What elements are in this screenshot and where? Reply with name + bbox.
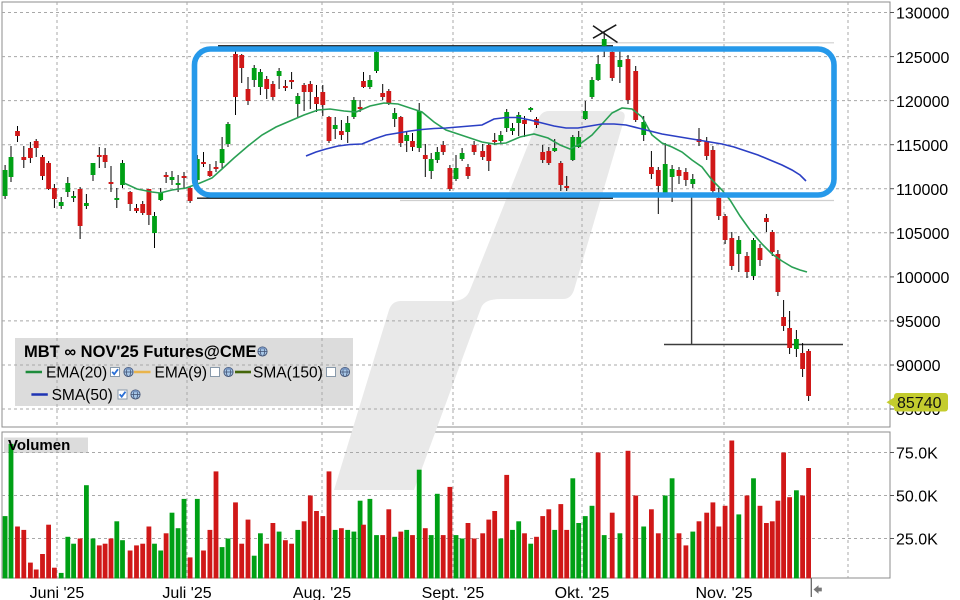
svg-text:120000: 120000 <box>896 94 949 111</box>
svg-text:50.0K: 50.0K <box>896 489 938 506</box>
svg-text:SMA(50): SMA(50) <box>52 387 113 404</box>
svg-text:110000: 110000 <box>896 182 948 199</box>
svg-text:Juni '25: Juni '25 <box>30 585 85 600</box>
svg-text:85740: 85740 <box>897 395 942 412</box>
svg-text:Nov. '25: Nov. '25 <box>695 585 752 600</box>
svg-text:25.0K: 25.0K <box>896 532 938 549</box>
svg-text:130000: 130000 <box>896 6 949 23</box>
svg-text:100000: 100000 <box>896 270 949 287</box>
svg-text:EMA(9): EMA(9) <box>155 365 208 382</box>
svg-text:125000: 125000 <box>896 50 949 67</box>
svg-text:Sept. '25: Sept. '25 <box>422 585 485 600</box>
svg-text:105000: 105000 <box>896 226 949 243</box>
svg-text:Aug. '25: Aug. '25 <box>293 585 351 600</box>
svg-text:90000: 90000 <box>896 358 941 375</box>
svg-text:Volumen: Volumen <box>8 437 70 454</box>
svg-text:MBT ∞ NOV'25 Futures@CME: MBT ∞ NOV'25 Futures@CME <box>24 343 257 361</box>
svg-text:Juli '25: Juli '25 <box>162 585 211 600</box>
svg-text:EMA(20): EMA(20) <box>46 365 107 382</box>
svg-text:Okt. '25: Okt. '25 <box>555 585 610 600</box>
svg-text:75.0K: 75.0K <box>896 446 938 463</box>
svg-text:95000: 95000 <box>896 314 941 331</box>
svg-text:115000: 115000 <box>896 138 948 155</box>
svg-text:SMA(150): SMA(150) <box>253 365 323 382</box>
